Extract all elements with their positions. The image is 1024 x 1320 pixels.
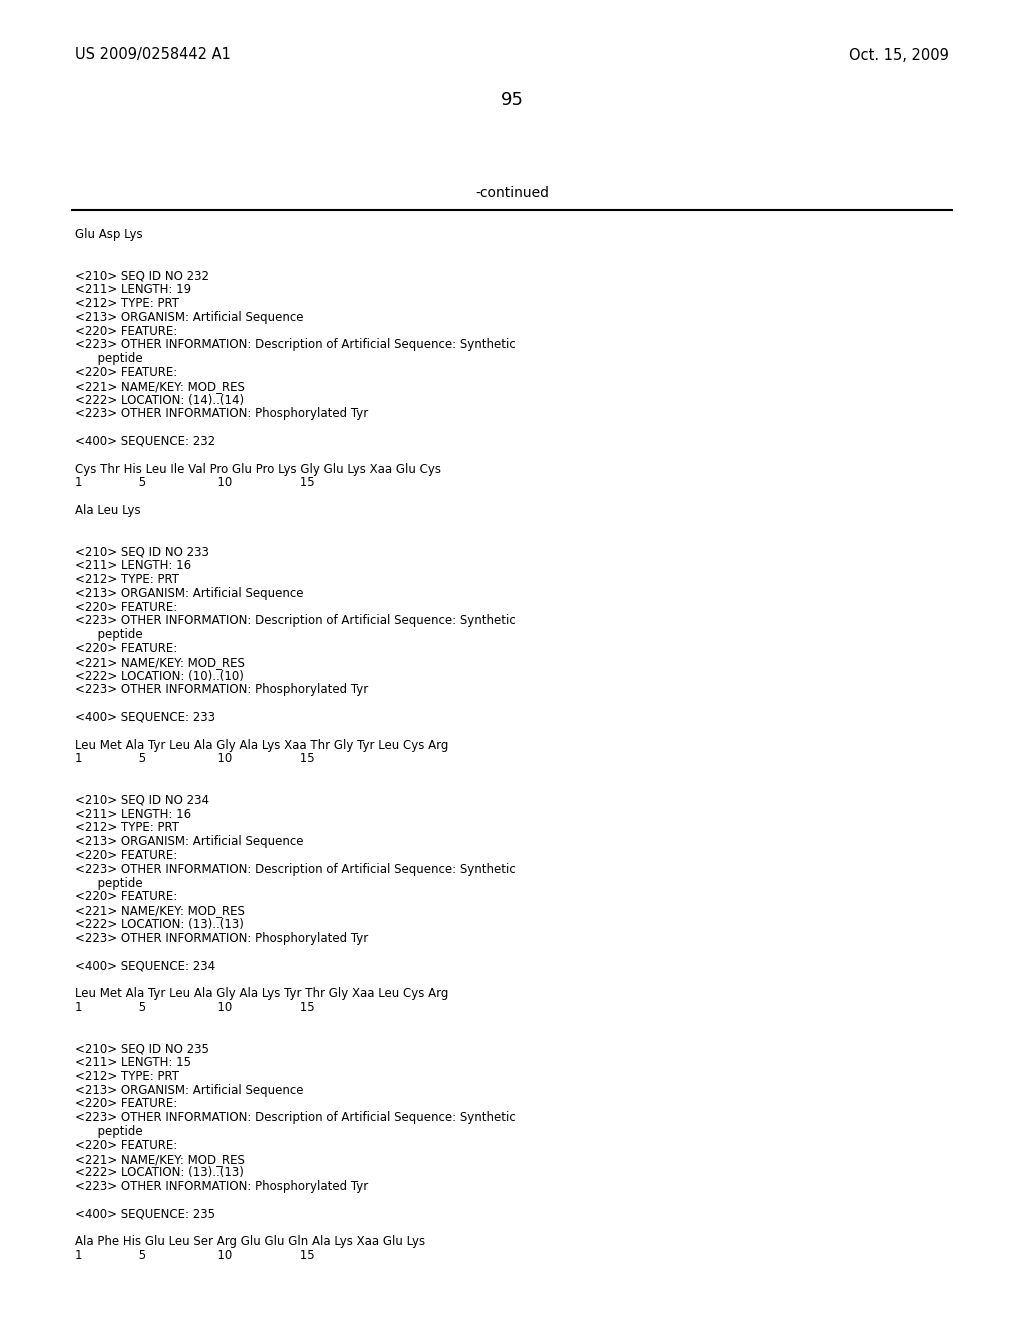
Text: <211> LENGTH: 16: <211> LENGTH: 16	[75, 808, 191, 821]
Text: <221> NAME/KEY: MOD_RES: <221> NAME/KEY: MOD_RES	[75, 656, 245, 669]
Text: <223> OTHER INFORMATION: Phosphorylated Tyr: <223> OTHER INFORMATION: Phosphorylated …	[75, 1180, 369, 1193]
Text: Glu Asp Lys: Glu Asp Lys	[75, 228, 142, 242]
Text: <212> TYPE: PRT: <212> TYPE: PRT	[75, 1069, 179, 1082]
Text: <222> LOCATION: (13)..(13): <222> LOCATION: (13)..(13)	[75, 1167, 244, 1179]
Text: <211> LENGTH: 15: <211> LENGTH: 15	[75, 1056, 191, 1069]
Text: -continued: -continued	[475, 186, 549, 201]
Text: <212> TYPE: PRT: <212> TYPE: PRT	[75, 821, 179, 834]
Text: <220> FEATURE:: <220> FEATURE:	[75, 891, 177, 903]
Text: <223> OTHER INFORMATION: Description of Artificial Sequence: Synthetic: <223> OTHER INFORMATION: Description of …	[75, 338, 516, 351]
Text: <222> LOCATION: (10)..(10): <222> LOCATION: (10)..(10)	[75, 669, 244, 682]
Text: <211> LENGTH: 19: <211> LENGTH: 19	[75, 284, 191, 296]
Text: <223> OTHER INFORMATION: Description of Artificial Sequence: Synthetic: <223> OTHER INFORMATION: Description of …	[75, 1111, 516, 1125]
Text: <220> FEATURE:: <220> FEATURE:	[75, 366, 177, 379]
Text: <213> ORGANISM: Artificial Sequence: <213> ORGANISM: Artificial Sequence	[75, 310, 303, 323]
Text: peptide: peptide	[75, 352, 142, 366]
Text: <221> NAME/KEY: MOD_RES: <221> NAME/KEY: MOD_RES	[75, 380, 245, 393]
Text: <223> OTHER INFORMATION: Description of Artificial Sequence: Synthetic: <223> OTHER INFORMATION: Description of …	[75, 863, 516, 875]
Text: <222> LOCATION: (14)..(14): <222> LOCATION: (14)..(14)	[75, 393, 244, 407]
Text: <220> FEATURE:: <220> FEATURE:	[75, 642, 177, 655]
Text: <212> TYPE: PRT: <212> TYPE: PRT	[75, 573, 179, 586]
Text: 1               5                   10                  15: 1 5 10 15	[75, 1249, 314, 1262]
Text: Cys Thr His Leu Ile Val Pro Glu Pro Lys Gly Glu Lys Xaa Glu Cys: Cys Thr His Leu Ile Val Pro Glu Pro Lys …	[75, 462, 441, 475]
Text: <400> SEQUENCE: 233: <400> SEQUENCE: 233	[75, 711, 215, 723]
Text: <220> FEATURE:: <220> FEATURE:	[75, 325, 177, 338]
Text: <400> SEQUENCE: 234: <400> SEQUENCE: 234	[75, 960, 215, 973]
Text: <223> OTHER INFORMATION: Phosphorylated Tyr: <223> OTHER INFORMATION: Phosphorylated …	[75, 684, 369, 697]
Text: <213> ORGANISM: Artificial Sequence: <213> ORGANISM: Artificial Sequence	[75, 1084, 303, 1097]
Text: <400> SEQUENCE: 232: <400> SEQUENCE: 232	[75, 436, 215, 447]
Text: <211> LENGTH: 16: <211> LENGTH: 16	[75, 560, 191, 572]
Text: <213> ORGANISM: Artificial Sequence: <213> ORGANISM: Artificial Sequence	[75, 587, 303, 599]
Text: peptide: peptide	[75, 628, 142, 642]
Text: 1               5                   10                  15: 1 5 10 15	[75, 752, 314, 766]
Text: <223> OTHER INFORMATION: Phosphorylated Tyr: <223> OTHER INFORMATION: Phosphorylated …	[75, 932, 369, 945]
Text: <220> FEATURE:: <220> FEATURE:	[75, 849, 177, 862]
Text: Ala Leu Lys: Ala Leu Lys	[75, 504, 140, 517]
Text: <223> OTHER INFORMATION: Description of Artificial Sequence: Synthetic: <223> OTHER INFORMATION: Description of …	[75, 614, 516, 627]
Text: <222> LOCATION: (13)..(13): <222> LOCATION: (13)..(13)	[75, 917, 244, 931]
Text: peptide: peptide	[75, 1125, 142, 1138]
Text: 1               5                   10                  15: 1 5 10 15	[75, 1001, 314, 1014]
Text: <210> SEQ ID NO 233: <210> SEQ ID NO 233	[75, 545, 209, 558]
Text: Leu Met Ala Tyr Leu Ala Gly Ala Lys Tyr Thr Gly Xaa Leu Cys Arg: Leu Met Ala Tyr Leu Ala Gly Ala Lys Tyr …	[75, 987, 449, 1001]
Text: 95: 95	[501, 91, 523, 110]
Text: Ala Phe His Glu Leu Ser Arg Glu Glu Gln Ala Lys Xaa Glu Lys: Ala Phe His Glu Leu Ser Arg Glu Glu Gln …	[75, 1236, 425, 1249]
Text: <221> NAME/KEY: MOD_RES: <221> NAME/KEY: MOD_RES	[75, 904, 245, 917]
Text: Oct. 15, 2009: Oct. 15, 2009	[849, 48, 949, 62]
Text: <223> OTHER INFORMATION: Phosphorylated Tyr: <223> OTHER INFORMATION: Phosphorylated …	[75, 408, 369, 420]
Text: <221> NAME/KEY: MOD_RES: <221> NAME/KEY: MOD_RES	[75, 1152, 245, 1166]
Text: <210> SEQ ID NO 235: <210> SEQ ID NO 235	[75, 1043, 209, 1055]
Text: <213> ORGANISM: Artificial Sequence: <213> ORGANISM: Artificial Sequence	[75, 836, 303, 849]
Text: <400> SEQUENCE: 235: <400> SEQUENCE: 235	[75, 1208, 215, 1221]
Text: <220> FEATURE:: <220> FEATURE:	[75, 1097, 177, 1110]
Text: Leu Met Ala Tyr Leu Ala Gly Ala Lys Xaa Thr Gly Tyr Leu Cys Arg: Leu Met Ala Tyr Leu Ala Gly Ala Lys Xaa …	[75, 739, 449, 751]
Text: <212> TYPE: PRT: <212> TYPE: PRT	[75, 297, 179, 310]
Text: 1               5                   10                  15: 1 5 10 15	[75, 477, 314, 490]
Text: <210> SEQ ID NO 232: <210> SEQ ID NO 232	[75, 269, 209, 282]
Text: <210> SEQ ID NO 234: <210> SEQ ID NO 234	[75, 793, 209, 807]
Text: <220> FEATURE:: <220> FEATURE:	[75, 1139, 177, 1152]
Text: US 2009/0258442 A1: US 2009/0258442 A1	[75, 48, 230, 62]
Text: <220> FEATURE:: <220> FEATURE:	[75, 601, 177, 614]
Text: peptide: peptide	[75, 876, 142, 890]
